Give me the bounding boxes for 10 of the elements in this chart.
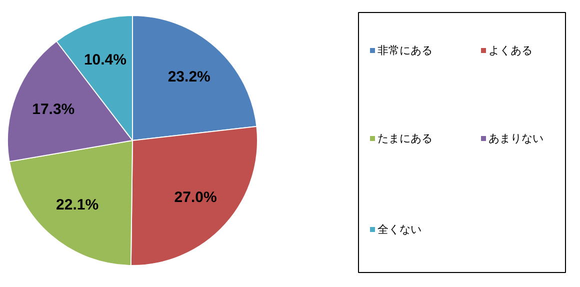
data-label: 10.4%	[84, 51, 126, 68]
legend-label: あまりない	[488, 132, 544, 145]
legend-label: よくある	[488, 44, 532, 57]
data-label: 22.1%	[56, 196, 99, 214]
data-label: 23.2%	[168, 68, 210, 86]
legend-label: 非常にある	[378, 44, 432, 57]
legend-label: 全くない	[378, 223, 422, 236]
data-label: 17.3%	[32, 100, 75, 118]
legend-label: たまにある	[378, 132, 432, 145]
data-label: 27.0%	[174, 189, 217, 206]
